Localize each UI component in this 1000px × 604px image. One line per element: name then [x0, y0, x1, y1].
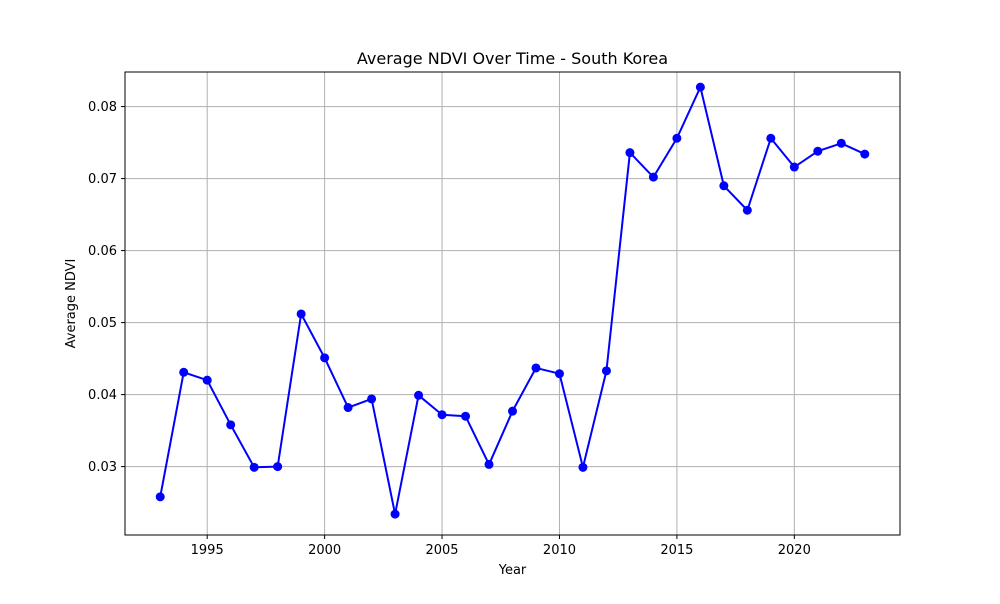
plot-area-frame: [124, 71, 901, 536]
data-point: [296, 309, 306, 319]
x-tick-label: 2005: [425, 543, 458, 558]
data-point: [437, 410, 447, 420]
data-point: [367, 394, 377, 404]
data-point: [695, 82, 705, 92]
data-point: [155, 492, 165, 502]
data-point: [531, 363, 541, 373]
data-point: [508, 406, 517, 416]
data-point: [554, 369, 564, 379]
data-point: [249, 462, 259, 472]
data-point: [273, 462, 283, 472]
data-point: [836, 138, 846, 148]
series-layer: [155, 82, 870, 519]
data-point: [672, 133, 682, 143]
data-point: [648, 172, 658, 182]
y-tick-label: 0.07: [88, 172, 117, 187]
ticks-layer: 1995 2000 2005 2010 2015 2020 0.03 0.04 0.05 0.06…: [88, 100, 811, 558]
data-point: [860, 149, 870, 159]
x-axis-label: Year: [498, 563, 527, 578]
data-point: [179, 367, 189, 377]
data-point: [202, 375, 212, 385]
data-point: [719, 181, 729, 191]
series-line: [159, 86, 866, 516]
data-point: [625, 148, 635, 158]
data-point: [343, 403, 353, 413]
chart-title: Average NDVI Over Time - South Korea: [357, 49, 668, 68]
data-point: [390, 509, 400, 519]
data-point: [226, 420, 236, 430]
data-point: [766, 133, 776, 143]
grid-layer: [125, 72, 900, 535]
y-tick-label: 0.06: [88, 244, 117, 259]
data-point: [601, 366, 611, 376]
x-tick-label: 2000: [308, 543, 341, 558]
data-point: [484, 459, 494, 469]
y-tick-label: 0.08: [88, 100, 117, 115]
data-point: [789, 162, 799, 172]
y-tick-label: 0.05: [88, 316, 117, 331]
x-tick-label: 2010: [543, 543, 576, 558]
x-tick-label: 2015: [660, 543, 693, 558]
data-point: [578, 462, 588, 472]
y-axis-label: Average NDVI: [64, 259, 79, 349]
x-tick-label: 2020: [778, 543, 811, 558]
y-tick-label: 0.03: [88, 460, 117, 475]
data-point: [813, 146, 823, 156]
y-tick-label: 0.04: [88, 388, 117, 403]
data-point: [414, 390, 424, 400]
data-point: [320, 353, 330, 363]
x-tick-label: 1995: [191, 543, 224, 558]
data-point: [461, 411, 471, 421]
data-point: [742, 205, 752, 215]
